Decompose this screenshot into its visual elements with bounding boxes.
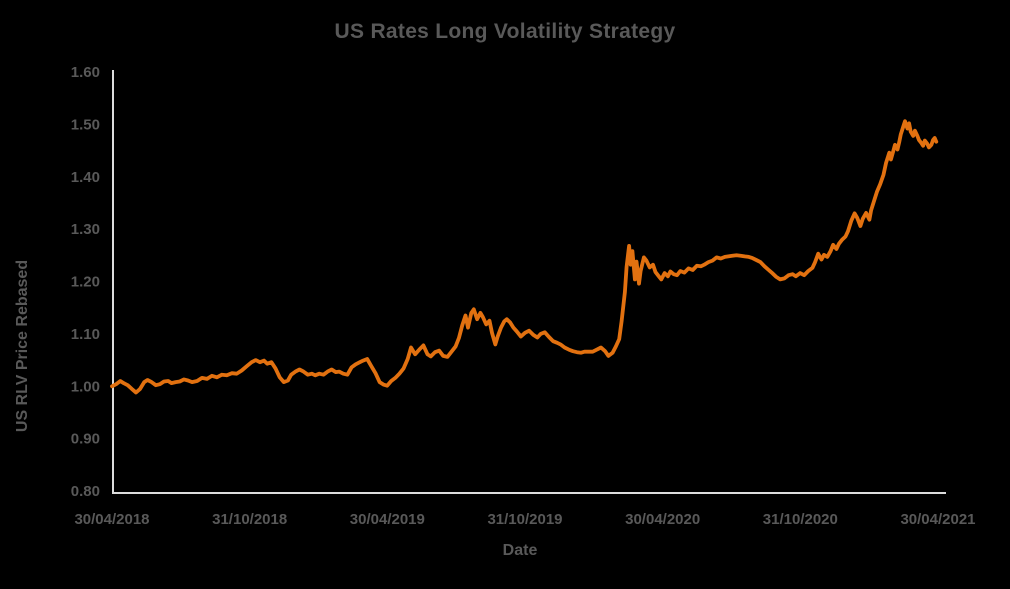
chart-title: US Rates Long Volatility Strategy (334, 20, 676, 43)
x-tick-label: 30/04/2018 (74, 511, 149, 528)
y-tick-label: 1.10 (71, 326, 100, 343)
axis-lines (112, 70, 946, 494)
x-tick-label: 30/04/2019 (350, 511, 425, 528)
x-tick-label: 30/04/2021 (900, 511, 975, 528)
x-tick-label: 31/10/2018 (212, 511, 287, 528)
y-tick-label: 0.90 (71, 431, 100, 448)
y-tick-label: 1.30 (71, 221, 100, 238)
x-axis-title: Date (502, 542, 538, 559)
y-tick-label: 1.00 (71, 378, 100, 395)
x-tick-label: 31/10/2020 (763, 511, 838, 528)
y-tick-label: 1.40 (71, 169, 100, 186)
x-tick-label: 30/04/2020 (625, 511, 700, 528)
x-tick-label: 31/10/2019 (487, 511, 562, 528)
y-tick-label: 1.20 (71, 274, 100, 291)
y-tick-label: 0.80 (71, 483, 100, 500)
series-line (110, 119, 939, 395)
y-tick-label: 1.50 (71, 116, 100, 133)
y-tick-label: 1.60 (71, 64, 100, 81)
